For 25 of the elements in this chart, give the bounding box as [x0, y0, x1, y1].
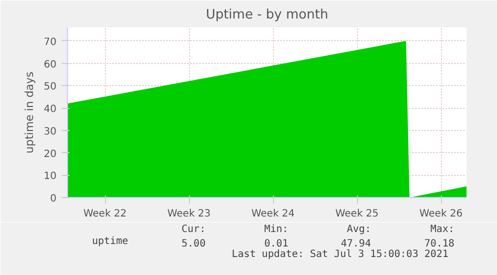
text: 70.18 [424, 238, 454, 250]
y-tick-label: 0 [50, 194, 57, 204]
x-tick-label: Week 26 [419, 208, 463, 220]
y-tick-label: 20 [44, 148, 57, 160]
text: Min: [264, 224, 288, 235]
y-tick-label: 50 [44, 82, 57, 93]
text: Max: [430, 224, 454, 235]
text: 47.94 [340, 238, 371, 250]
y-tick-label: 30 [44, 126, 57, 138]
x-tick-label: Week 23 [167, 208, 211, 220]
y-tick-label: 70 [44, 36, 57, 48]
text: Cur: [182, 224, 206, 235]
text: 0.01 [264, 238, 288, 250]
y-tick-label: 40 [44, 104, 57, 116]
text: Last update: Sat Jul 3 15:00:03 2021 [232, 249, 448, 260]
text: Avg: [346, 224, 371, 235]
x-tick-label: Week 22 [83, 208, 127, 220]
y-tick-label: 60 [44, 59, 57, 70]
x-tick-label: Week 25 [335, 208, 379, 220]
y-axis-title: uptime in days [22, 71, 36, 154]
y-tick-label: 10 [44, 171, 57, 182]
text: 5.00 [182, 238, 206, 250]
text: uptime [92, 236, 128, 247]
chart-title: Uptime - by month [206, 8, 328, 22]
x-tick-label: Week 24 [251, 208, 295, 220]
